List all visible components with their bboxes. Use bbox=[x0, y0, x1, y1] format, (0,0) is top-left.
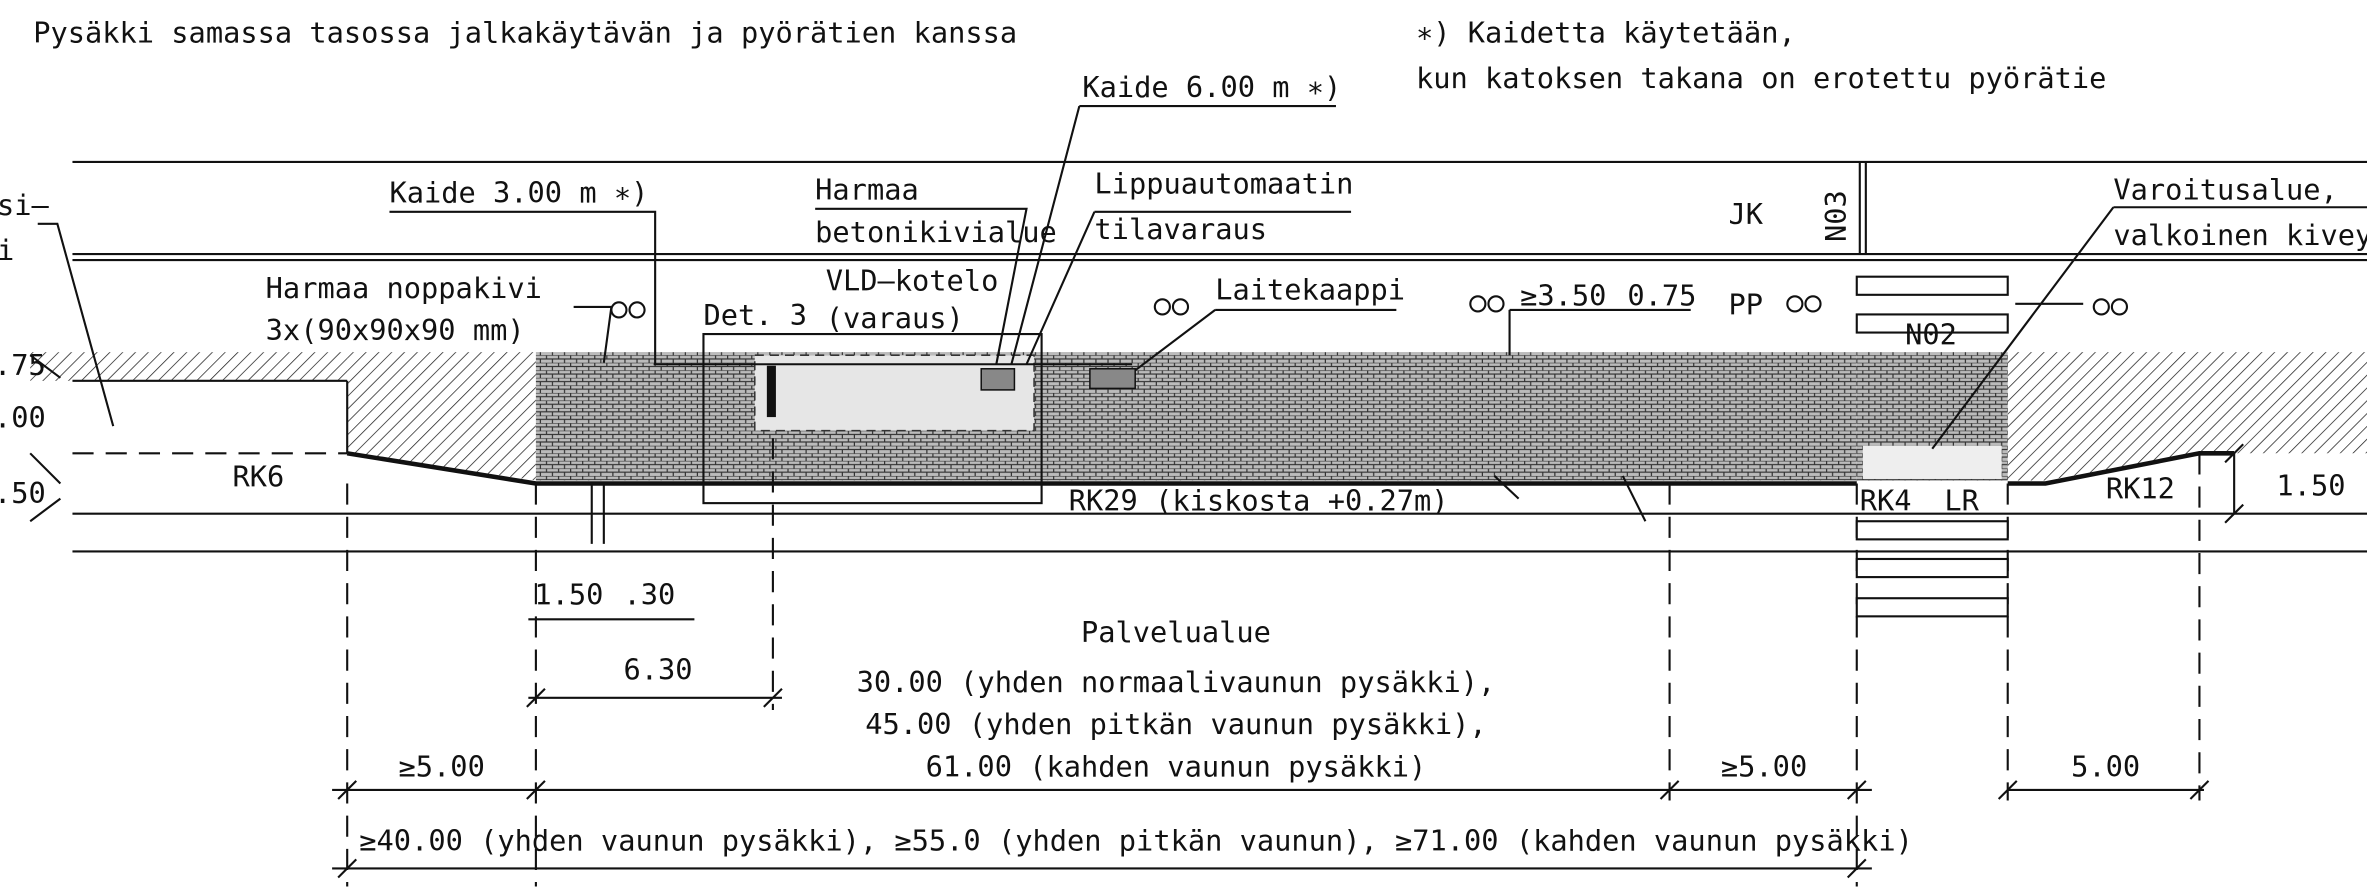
label: i bbox=[0, 233, 14, 267]
dimension: 61.00 (kahden vaunun pysäkki) bbox=[926, 749, 1427, 783]
label: Harmaa noppakivi bbox=[266, 271, 542, 305]
label: ≥3.50 bbox=[1520, 278, 1606, 312]
label: N03 bbox=[1819, 190, 1853, 242]
label: RK12 bbox=[2106, 472, 2175, 506]
label: (varaus) bbox=[826, 301, 964, 335]
label: .00 bbox=[0, 401, 46, 435]
label: 1.50 bbox=[2276, 469, 2345, 503]
label: RK29 (kiskosta +0.27m) bbox=[1069, 484, 1449, 518]
label: Kaide 6.00 m ∗) bbox=[1082, 70, 1341, 104]
label: VLD–kotelo bbox=[826, 263, 999, 297]
label: Harmaa bbox=[815, 173, 919, 207]
label: Det. 3 bbox=[703, 298, 807, 332]
label: 0.75 bbox=[1627, 278, 1696, 312]
label: RK4 bbox=[1860, 484, 1912, 518]
dimension: ≥40.00 (yhden vaunun pysäkki), ≥55.0 (yh… bbox=[359, 823, 1913, 857]
label: Laitekaappi bbox=[1215, 272, 1405, 306]
label: .50 bbox=[0, 476, 46, 510]
note: kun katoksen takana on erotettu pyörätie bbox=[1416, 61, 2106, 95]
drawing: Pysäkki samassa tasossa jalkakäytävän ja… bbox=[0, 0, 2367, 887]
surfaces bbox=[30, 352, 2367, 480]
label: LR bbox=[1944, 484, 1979, 518]
title: Pysäkki samassa tasossa jalkakäytävän ja… bbox=[33, 16, 1017, 50]
label: JK bbox=[1728, 197, 1763, 231]
dimension: ≥5.00 bbox=[1721, 749, 1807, 783]
label: betonikivialue bbox=[815, 215, 1057, 249]
dimension: 1.50 bbox=[534, 577, 603, 611]
label: valkoinen kiveys bbox=[2113, 218, 2367, 252]
dimension: 45.00 (yhden pitkän vaunun pysäkki), bbox=[865, 707, 1486, 741]
dimension: 30.00 (yhden normaalivaunun pysäkki), bbox=[857, 665, 1496, 699]
dimension: .30 bbox=[623, 577, 675, 611]
label: PP bbox=[1728, 287, 1763, 321]
dimension: ≥5.00 bbox=[399, 749, 485, 783]
label: RK6 bbox=[232, 460, 284, 494]
dimension: 6.30 bbox=[623, 653, 692, 687]
label: si– bbox=[0, 188, 50, 222]
label: Kaide 3.00 m ∗) bbox=[389, 176, 648, 210]
label: N02 bbox=[1905, 318, 1957, 352]
label: tilavaraus bbox=[1094, 212, 1267, 246]
label: Lippuautomaatin bbox=[1094, 167, 1353, 201]
dimension: Palvelualue bbox=[1081, 615, 1271, 649]
label: Varoitusalue, bbox=[2113, 173, 2337, 207]
dimension: 5.00 bbox=[2071, 749, 2140, 783]
note: ∗) Kaidetta käytetään, bbox=[1416, 16, 1796, 50]
label: .75 bbox=[0, 348, 46, 382]
label: 3x(90x90x90 mm) bbox=[266, 313, 525, 347]
